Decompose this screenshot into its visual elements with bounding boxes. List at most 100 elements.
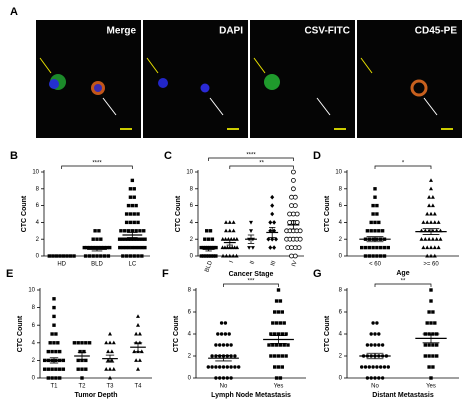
x-tick-label: T1 (50, 384, 58, 390)
data-point (223, 237, 228, 241)
data-point (377, 343, 381, 347)
data-point (297, 228, 303, 234)
data-point (382, 245, 387, 250)
data-point (375, 321, 379, 325)
data-point (434, 237, 439, 241)
data-point (363, 365, 368, 369)
data-point (274, 343, 279, 347)
data-point (369, 343, 373, 347)
data-point (375, 203, 379, 208)
data-point (50, 376, 54, 380)
data-point (432, 211, 437, 216)
data-point (210, 354, 214, 358)
significance-label: **** (246, 153, 256, 159)
data-point (124, 220, 129, 225)
data-point (423, 343, 427, 347)
data-point (128, 220, 133, 225)
data-point (142, 229, 146, 233)
data-point (278, 343, 283, 347)
data-point (117, 237, 122, 241)
data-point (132, 237, 136, 241)
data-point (272, 220, 277, 225)
y-tick-label: 2 (32, 358, 36, 364)
data-point (276, 332, 281, 336)
x-axis-label: Cancer Stage (229, 271, 274, 278)
data-point (268, 228, 273, 234)
y-tick-label: 8 (36, 186, 40, 192)
data-point (282, 321, 286, 325)
y-axis-label: CTC Count (173, 315, 180, 352)
data-point (127, 245, 131, 250)
data-point (290, 177, 296, 183)
y-tick-label: 8 (339, 186, 343, 192)
panel-label: F (162, 268, 169, 280)
x-tick-label: T3 (106, 384, 114, 390)
data-point (52, 323, 56, 327)
data-point (425, 220, 430, 224)
data-point (58, 349, 62, 354)
y-tick-label: 8 (190, 186, 194, 192)
data-point (280, 365, 284, 369)
data-point (276, 310, 281, 314)
data-point (123, 229, 127, 233)
y-tick-label: 10 (32, 170, 39, 176)
data-point (233, 354, 237, 358)
data-point (432, 253, 437, 258)
data-point (290, 211, 296, 217)
data-point (82, 349, 86, 354)
data-point (80, 358, 84, 363)
y-axis-label: CTC Count (17, 315, 24, 352)
data-point (272, 245, 277, 250)
data-point (54, 349, 58, 354)
data-point (421, 220, 426, 224)
data-point (367, 365, 371, 369)
y-tick-label: 4 (32, 340, 36, 346)
data-point (379, 245, 383, 250)
data-point (206, 365, 210, 369)
x-tick-label: Yes (426, 384, 436, 390)
data-point (143, 237, 147, 241)
data-point (373, 220, 377, 225)
data-point (375, 245, 379, 250)
data-point (360, 365, 364, 369)
data-point (47, 254, 51, 258)
x-tick-label: T4 (134, 384, 142, 390)
data-point (297, 236, 303, 242)
data-point (202, 254, 206, 258)
data-point (276, 365, 281, 369)
data-point (249, 220, 253, 225)
data-point (427, 343, 431, 347)
data-point (134, 203, 138, 208)
x-tick-label: Yes (274, 384, 284, 390)
data-point (218, 376, 222, 380)
y-tick-label: 10 (28, 288, 35, 294)
data-point (425, 253, 430, 258)
data-point (363, 245, 368, 250)
y-tick-label: 4 (339, 332, 343, 338)
y-tick-label: 0 (32, 376, 36, 382)
data-point (296, 245, 302, 251)
data-point (126, 203, 131, 208)
data-point (52, 314, 56, 319)
data-point (218, 354, 222, 358)
data-point (50, 349, 54, 354)
data-point (223, 321, 228, 325)
data-point (371, 212, 375, 216)
panel-label: D (313, 150, 321, 162)
data-point (132, 220, 136, 225)
data-point (61, 358, 66, 363)
data-point (54, 367, 58, 371)
data-point (80, 376, 84, 380)
data-point (221, 365, 226, 369)
data-point (201, 245, 205, 250)
data-point (225, 365, 229, 369)
x-tick-label: T2 (78, 384, 86, 390)
data-point (227, 332, 231, 336)
data-point (128, 254, 133, 258)
data-point (373, 343, 377, 347)
data-point (50, 367, 54, 371)
panel-label: B (10, 150, 18, 162)
data-point (280, 310, 284, 314)
data-point (429, 253, 433, 258)
data-point (87, 254, 92, 258)
